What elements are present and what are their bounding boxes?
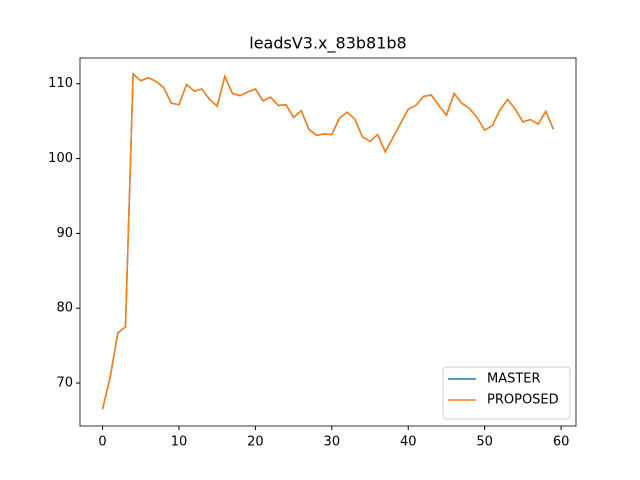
x-tick-label: 60 [553, 435, 570, 450]
y-tick-label: 90 [56, 226, 73, 241]
plot-frame [79, 57, 577, 427]
y-tick-label: 80 [56, 301, 73, 316]
y-tick-label: 110 [48, 76, 73, 91]
x-tick-label: 30 [324, 435, 341, 450]
x-tick-label: 50 [476, 435, 493, 450]
x-tick-label: 40 [400, 435, 417, 450]
data-line [101, 72, 555, 410]
legend-box [442, 366, 571, 420]
chart-title: leadsV3.x_83b81b8 [249, 34, 406, 54]
legend-label: MASTER [487, 372, 541, 387]
y-tick-label: 100 [48, 151, 73, 166]
x-tick-label: 20 [247, 435, 264, 450]
y-tick-label: 70 [56, 376, 73, 391]
x-tick-label: 0 [98, 435, 106, 450]
x-tick-label: 10 [171, 435, 188, 450]
legend-label: PROPOSED [487, 393, 559, 408]
